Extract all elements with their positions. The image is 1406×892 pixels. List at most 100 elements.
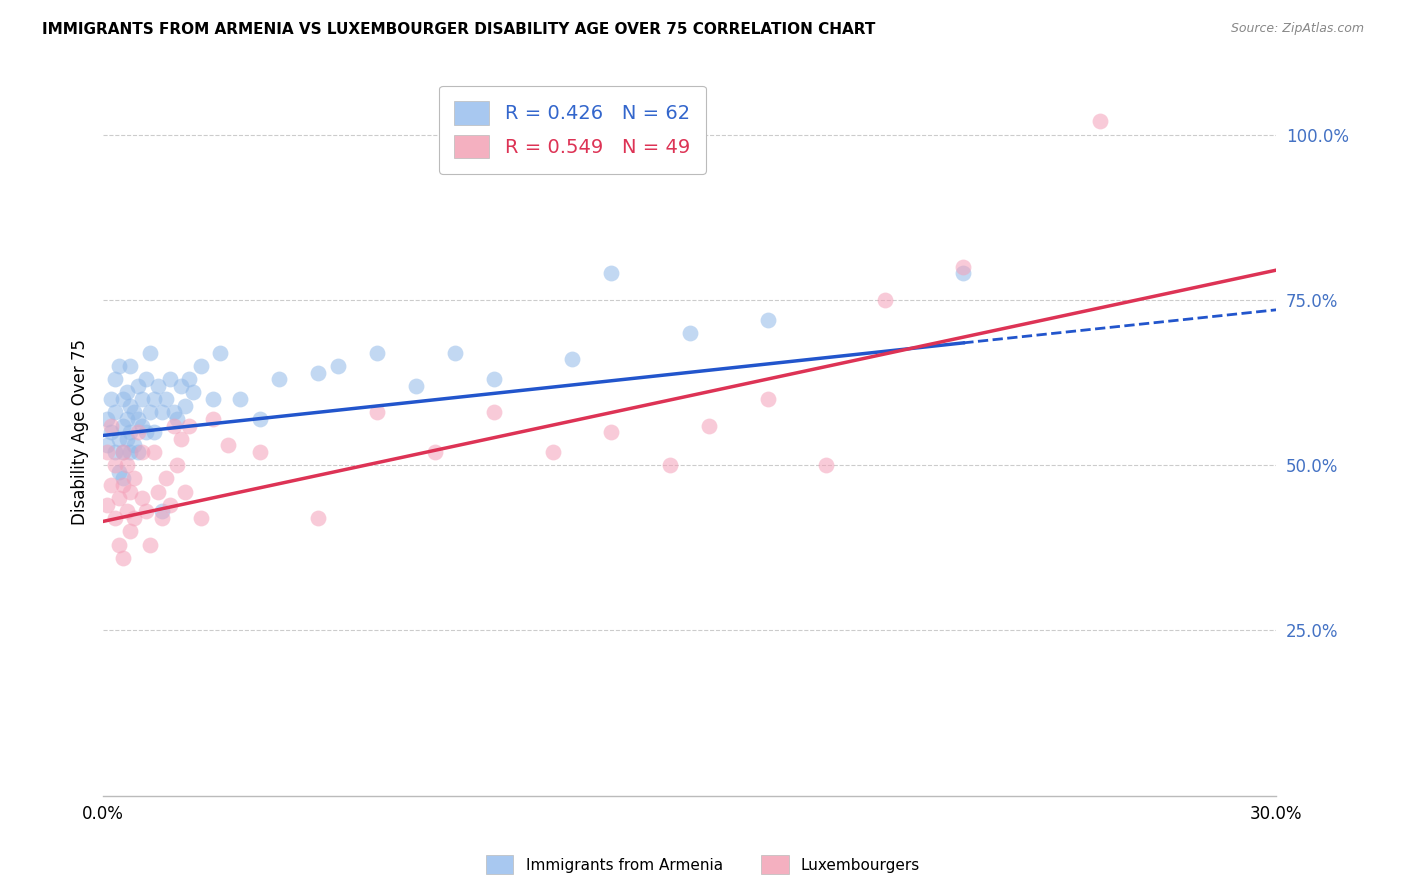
Point <box>104 405 127 419</box>
Point <box>249 445 271 459</box>
Point <box>96 498 118 512</box>
Point <box>249 412 271 426</box>
Point <box>127 379 149 393</box>
Point <box>482 372 505 386</box>
Point <box>131 445 153 459</box>
Point <box>229 392 252 406</box>
Point <box>756 312 779 326</box>
Point <box>444 346 467 360</box>
Point <box>952 267 974 281</box>
Point <box>104 511 127 525</box>
Point <box>107 465 129 479</box>
Point <box>107 491 129 506</box>
Point <box>170 432 193 446</box>
Point <box>120 445 142 459</box>
Point <box>124 471 146 485</box>
Point <box>600 267 623 281</box>
Point <box>155 471 177 485</box>
Point <box>115 458 138 473</box>
Point <box>150 405 173 419</box>
Point <box>107 432 129 446</box>
Text: Source: ZipAtlas.com: Source: ZipAtlas.com <box>1230 22 1364 36</box>
Point <box>425 445 447 459</box>
Point <box>111 392 134 406</box>
Point <box>111 478 134 492</box>
Point <box>131 491 153 506</box>
Point <box>561 352 583 367</box>
Point <box>135 372 157 386</box>
Point <box>162 405 184 419</box>
Point <box>111 445 134 459</box>
Point <box>217 438 239 452</box>
Point <box>104 458 127 473</box>
Point <box>111 445 134 459</box>
Point <box>127 445 149 459</box>
Point <box>166 458 188 473</box>
Point <box>267 372 290 386</box>
Point <box>115 432 138 446</box>
Point <box>143 425 166 439</box>
Point <box>124 438 146 452</box>
Point <box>124 511 146 525</box>
Point <box>697 418 720 433</box>
Point <box>600 425 623 439</box>
Point <box>96 412 118 426</box>
Legend: R = 0.426   N = 62, R = 0.549   N = 49: R = 0.426 N = 62, R = 0.549 N = 49 <box>439 86 706 174</box>
Point <box>541 445 564 459</box>
Point <box>307 511 329 525</box>
Point <box>107 537 129 551</box>
Point <box>100 418 122 433</box>
Point <box>159 498 181 512</box>
Point <box>139 537 162 551</box>
Point <box>115 504 138 518</box>
Point <box>179 372 201 386</box>
Point <box>174 399 197 413</box>
Point <box>815 458 838 473</box>
Point <box>405 379 427 393</box>
Point <box>124 405 146 419</box>
Y-axis label: Disability Age Over 75: Disability Age Over 75 <box>72 339 89 525</box>
Point <box>159 372 181 386</box>
Point <box>143 445 166 459</box>
Point <box>104 445 127 459</box>
Point <box>120 399 142 413</box>
Point <box>155 392 177 406</box>
Point <box>111 471 134 485</box>
Point <box>96 445 118 459</box>
Point <box>120 524 142 539</box>
Point <box>162 418 184 433</box>
Point <box>482 405 505 419</box>
Point <box>875 293 897 307</box>
Point <box>181 385 204 400</box>
Point <box>100 392 122 406</box>
Point <box>190 511 212 525</box>
Point <box>139 346 162 360</box>
Point <box>1088 114 1111 128</box>
Point <box>146 484 169 499</box>
Point <box>166 412 188 426</box>
Point <box>170 379 193 393</box>
Point <box>201 412 224 426</box>
Point <box>111 418 134 433</box>
Point <box>201 392 224 406</box>
Point <box>678 326 700 340</box>
Legend: Immigrants from Armenia, Luxembourgers: Immigrants from Armenia, Luxembourgers <box>479 849 927 880</box>
Point <box>209 346 232 360</box>
Point <box>307 366 329 380</box>
Point <box>150 511 173 525</box>
Point <box>366 405 388 419</box>
Point <box>120 425 142 439</box>
Point <box>366 346 388 360</box>
Point <box>115 412 138 426</box>
Point <box>190 359 212 373</box>
Point <box>179 418 201 433</box>
Point <box>131 392 153 406</box>
Point <box>150 504 173 518</box>
Point <box>135 504 157 518</box>
Point <box>111 550 134 565</box>
Point <box>107 359 129 373</box>
Point <box>659 458 682 473</box>
Point <box>139 405 162 419</box>
Point <box>146 379 169 393</box>
Point <box>127 412 149 426</box>
